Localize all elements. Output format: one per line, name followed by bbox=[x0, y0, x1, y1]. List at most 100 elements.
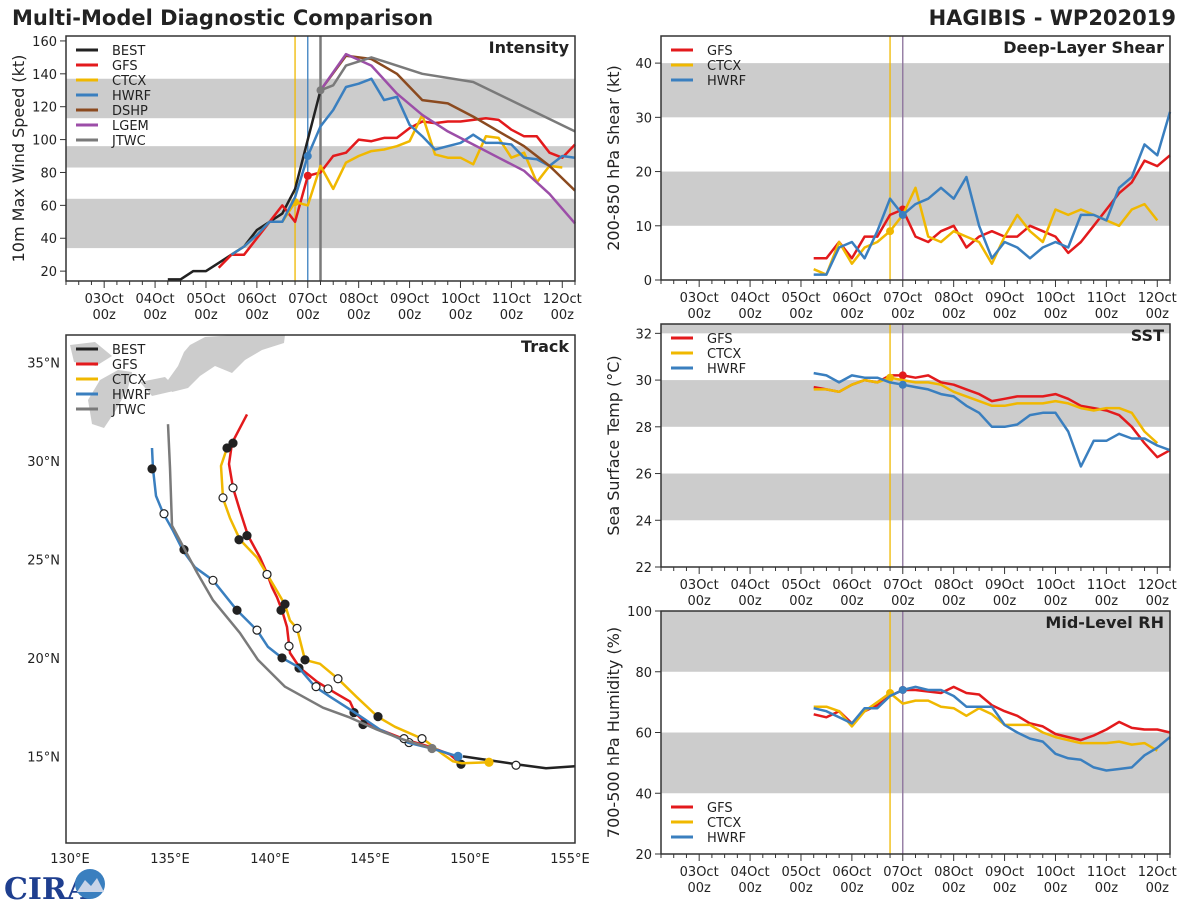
x-tick-label: 05Oct 00z bbox=[781, 291, 820, 322]
x-tick-label: 04Oct 00z bbox=[731, 578, 770, 609]
storm-id-title: HAGIBIS - WP202019 bbox=[929, 6, 1176, 30]
track-position-marker bbox=[232, 605, 242, 615]
land-mass bbox=[70, 342, 112, 366]
track-position-marker bbox=[277, 653, 287, 663]
x-tick-label: 12Oct 00z bbox=[1138, 578, 1177, 609]
y-tick-label: 20 bbox=[635, 848, 652, 863]
x-tick-label: 08Oct 00z bbox=[934, 291, 973, 322]
x-tick-label: 03Oct 00z bbox=[680, 578, 719, 609]
legend-label: BEST bbox=[112, 343, 145, 358]
legend-entry-gfs: GFS bbox=[76, 59, 138, 74]
legend-entry-ctcx: CTCX bbox=[76, 74, 146, 89]
y-tick-label: 24 bbox=[635, 514, 652, 529]
track-position-marker bbox=[228, 483, 238, 493]
track-position-marker bbox=[373, 711, 383, 722]
y-tick-label: 40 bbox=[635, 787, 652, 802]
x-tick-label: 12Oct 00z bbox=[1138, 291, 1177, 322]
x-tick-label: 10Oct 00z bbox=[1036, 291, 1075, 322]
legend-label: CTCX bbox=[112, 373, 146, 388]
shear-panel: Deep-Layer Shear 03Oct 00z 04Oct 00z 05Oct 00z… bbox=[604, 35, 1177, 322]
panel-title: Deep-Layer Shear bbox=[1003, 38, 1164, 57]
y-axis-label: 700-500 hPa Humidity (%) bbox=[604, 627, 623, 838]
series-line-dshp bbox=[319, 54, 576, 192]
legend-entry-dshp: DSHP bbox=[76, 104, 148, 119]
x-tick-label: 05Oct 00z bbox=[781, 578, 820, 609]
threshold-band bbox=[661, 473, 1170, 521]
panel-title: Track bbox=[521, 337, 569, 356]
track-position-marker bbox=[292, 623, 302, 633]
y-tick-label: 80 bbox=[40, 166, 57, 181]
track-position-marker bbox=[300, 655, 310, 665]
track-position-marker bbox=[228, 438, 238, 448]
series-line-lgem bbox=[319, 52, 576, 225]
y-tick-label: 26 bbox=[635, 468, 652, 483]
x-tick-label: 04Oct 00z bbox=[731, 291, 770, 322]
land-mass bbox=[140, 377, 178, 396]
init-marker-hwrf bbox=[303, 152, 312, 161]
panel-title: Mid-Level RH bbox=[1045, 613, 1164, 632]
x-tick-label: 09Oct 00z bbox=[985, 865, 1024, 896]
x-tick-label: 04Oct 00z bbox=[731, 865, 770, 896]
legend-entry-gfs: GFS bbox=[76, 358, 138, 373]
x-tick-label: 12Oct 00z bbox=[543, 292, 582, 323]
track-position-marker bbox=[417, 734, 427, 744]
y-tick-label: 35°N bbox=[27, 357, 60, 372]
legend-entry-jtwc: JTWC bbox=[76, 134, 146, 149]
legend-label: GFS bbox=[112, 358, 138, 373]
threshold-band bbox=[661, 171, 1170, 226]
land-mass bbox=[88, 370, 132, 428]
x-tick-label: 03Oct 00z bbox=[85, 292, 124, 323]
y-tick-label: 30 bbox=[635, 111, 652, 126]
y-axis-label: Sea Surface Temp (°C) bbox=[604, 355, 623, 535]
y-tick-label: 20 bbox=[635, 166, 652, 181]
init-marker-gfs bbox=[898, 371, 907, 380]
legend-label: CTCX bbox=[112, 74, 146, 89]
x-tick-label: 10Oct 00z bbox=[441, 292, 480, 323]
x-tick-label: 10Oct 00z bbox=[1036, 578, 1075, 609]
x-tick-label: 130°E bbox=[50, 852, 90, 867]
y-tick-label: 160 bbox=[32, 35, 57, 50]
track-position-marker bbox=[280, 599, 290, 609]
sst-panel: SST 03Oct 00z 04Oct 00z 05Oct 00z 06Oct 00z 07Oct… bbox=[604, 323, 1177, 609]
x-tick-label: 07Oct 00z bbox=[883, 578, 922, 609]
y-tick-label: 120 bbox=[32, 101, 57, 116]
legend-entry-hwrf: HWRF bbox=[76, 89, 151, 104]
x-tick-label: 05Oct 00z bbox=[186, 292, 225, 323]
track-position-marker bbox=[484, 757, 494, 767]
y-tick-label: 80 bbox=[635, 666, 652, 681]
init-marker-hwrf bbox=[898, 210, 907, 219]
legend-label: HWRF bbox=[112, 388, 151, 403]
y-axis-label: 10m Max Wind Speed (kt) bbox=[9, 55, 28, 263]
track-position-marker bbox=[242, 531, 252, 541]
y-tick-label: 30 bbox=[635, 374, 652, 389]
init-marker-ctcx bbox=[886, 373, 895, 382]
threshold-band bbox=[661, 732, 1170, 794]
x-tick-label: 04Oct 00z bbox=[136, 292, 175, 323]
series-line-gfs bbox=[227, 413, 462, 766]
x-tick-label: 06Oct 00z bbox=[832, 291, 871, 322]
x-tick-label: 09Oct 00z bbox=[390, 292, 429, 323]
series-line-ctcx bbox=[813, 691, 1158, 752]
legend-entry-gfs: GFS bbox=[671, 332, 733, 347]
y-tick-label: 100 bbox=[627, 605, 652, 620]
y-tick-label: 30°N bbox=[27, 455, 60, 470]
track-position-marker bbox=[234, 535, 244, 545]
y-tick-label: 100 bbox=[32, 134, 57, 149]
legend-label: JTWC bbox=[111, 403, 146, 418]
legend-label: GFS bbox=[707, 332, 733, 347]
track-position-marker bbox=[323, 684, 333, 694]
x-tick-label: 05Oct 00z bbox=[781, 865, 820, 896]
threshold-band bbox=[661, 324, 1170, 334]
track-position-marker bbox=[453, 751, 463, 761]
x-tick-label: 11Oct 00z bbox=[1087, 865, 1126, 896]
legend-label: CTCX bbox=[707, 347, 741, 362]
legend-label: GFS bbox=[707, 44, 733, 59]
x-tick-label: 06Oct 00z bbox=[832, 865, 871, 896]
x-tick-label: 08Oct 00z bbox=[934, 578, 973, 609]
legend-entry-lgem: LGEM bbox=[76, 119, 149, 134]
y-tick-label: 40 bbox=[40, 232, 57, 247]
x-tick-label: 11Oct 00z bbox=[1087, 578, 1126, 609]
series-line-jtwc bbox=[320, 56, 576, 133]
land-mass bbox=[168, 335, 285, 392]
